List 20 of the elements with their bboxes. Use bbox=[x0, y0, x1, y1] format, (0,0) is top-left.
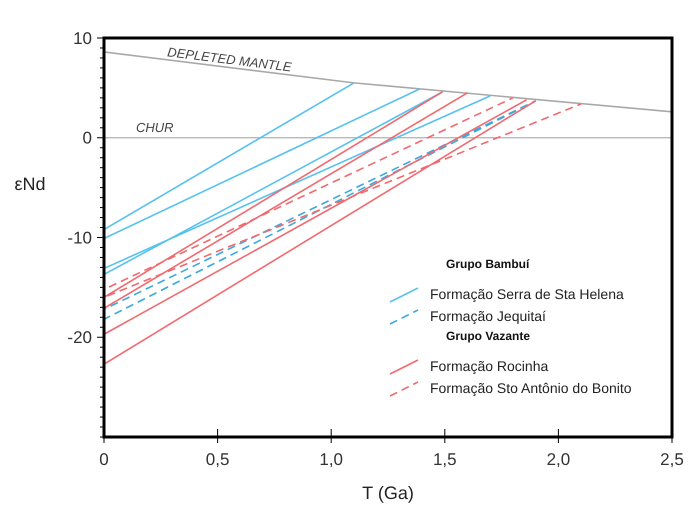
y-tick-label: 10 bbox=[73, 28, 92, 48]
y-tick-label: -20 bbox=[67, 328, 92, 348]
x-tick-label: 0,5 bbox=[206, 450, 230, 469]
x-tick-label: 0 bbox=[99, 450, 109, 469]
annotation: DEPLETED MANTLE bbox=[166, 44, 293, 75]
legend-label: Formação Jequitaí bbox=[430, 308, 546, 324]
x-tick-label: 2,0 bbox=[546, 450, 570, 469]
y-tick-label: 0 bbox=[82, 128, 92, 148]
x-tick-label: 1,5 bbox=[432, 450, 457, 469]
legend-label: Formação Serra de Sta Helena bbox=[430, 286, 624, 302]
y-axis-title: εNd bbox=[14, 174, 46, 194]
x-tick-label: 2,5 bbox=[660, 450, 684, 469]
ref-line-label: CHUR bbox=[136, 120, 174, 135]
legend-label: Formação Rocinha bbox=[430, 358, 548, 374]
x-tick-label: 1,0 bbox=[319, 450, 344, 469]
x-axis-title: T (Ga) bbox=[362, 483, 414, 503]
y-tick-label: -10 bbox=[67, 228, 92, 248]
legend-label: Formação Sto Antônio do Bonito bbox=[430, 380, 632, 396]
annotation: Grupo Vazante bbox=[446, 329, 530, 343]
annotation: Grupo Bambuí bbox=[446, 257, 530, 271]
